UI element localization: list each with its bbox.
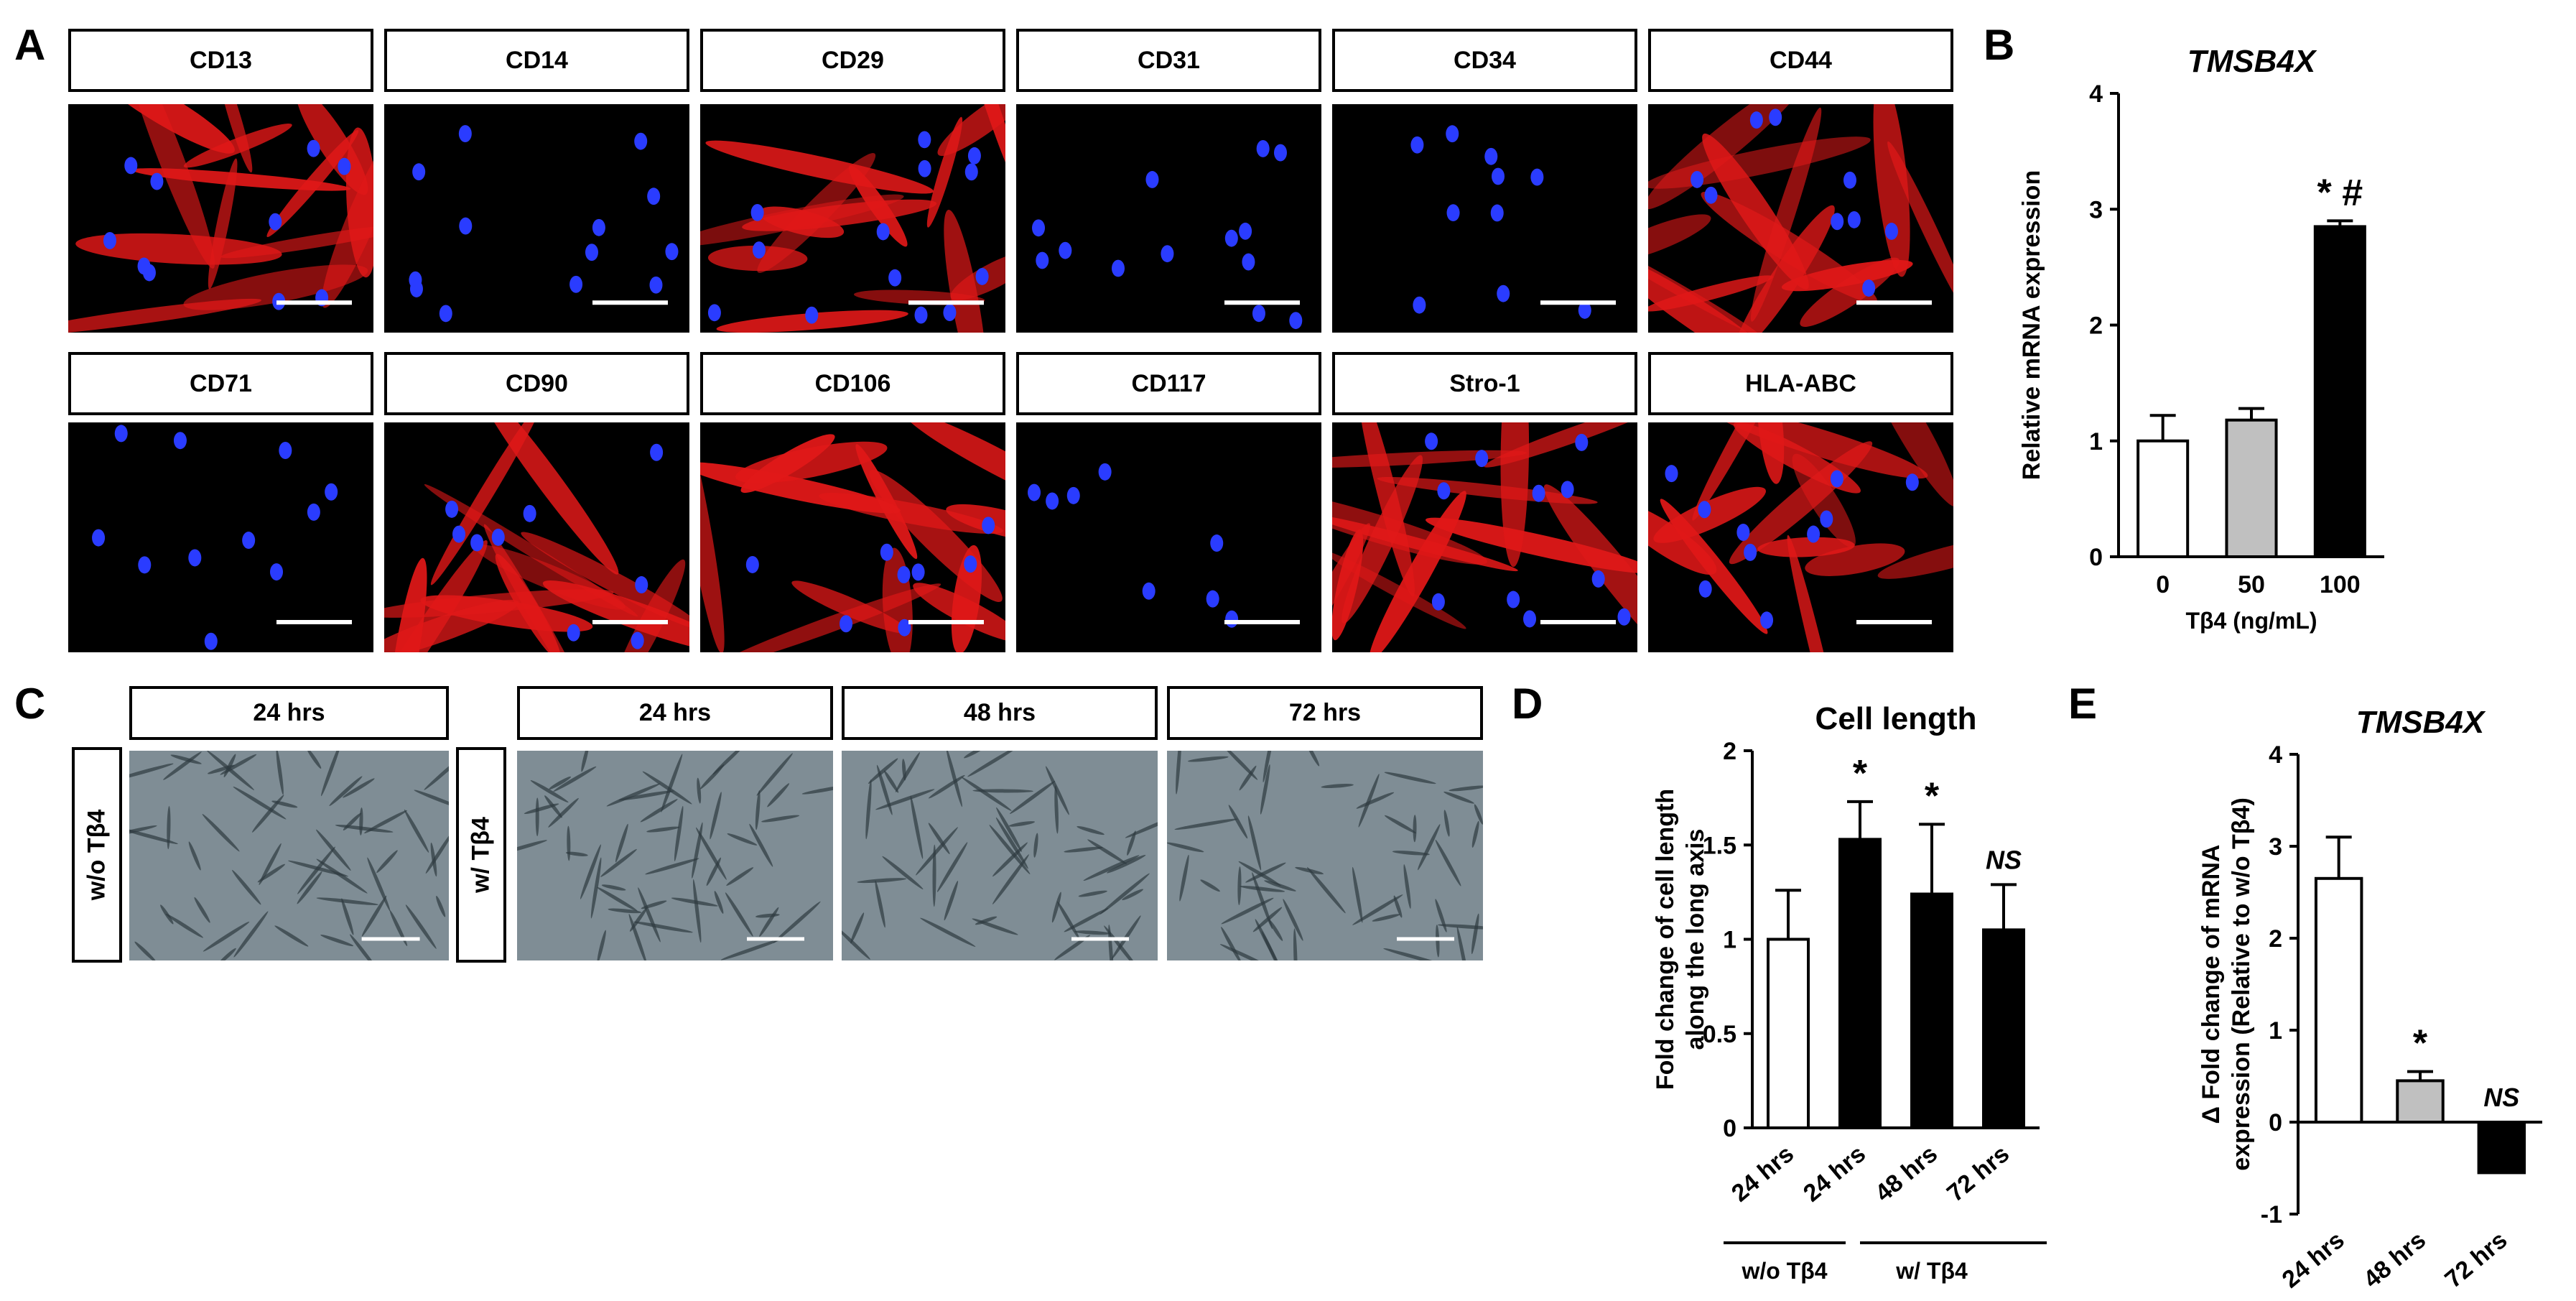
fluorescence-image-cd31 <box>1016 104 1321 333</box>
marker-label-cd117: CD117 <box>1016 352 1321 415</box>
row-label-without-tb4: w/o Tβ4 <box>72 747 122 963</box>
y-axis-label: Δ Fold change of mRNA <box>2198 845 2225 1124</box>
timepoint-header-3: 48 hrs <box>842 686 1158 740</box>
panel-letter-d: D <box>1512 680 1543 728</box>
row-label-with-text: w/ Tβ4 <box>467 817 495 893</box>
y-axis-label: along the long axis <box>1682 829 1709 1050</box>
y-tick-label: 3 <box>2089 196 2103 223</box>
x-tick-label: 100 <box>2320 571 2361 598</box>
fluorescence-image-cd34 <box>1332 104 1637 333</box>
significance-marker-3: NS <box>2483 1083 2519 1112</box>
bar-2 <box>2396 1079 2445 1124</box>
y-tick-label: -1 <box>2261 1201 2282 1228</box>
row-label-with-tb4: w/ Tβ4 <box>456 747 506 963</box>
fluorescence-image-cd71 <box>68 422 373 652</box>
bar-4 <box>1982 928 2025 1129</box>
chart-e-tmsb4x-delta: TMSB4X -1 0 1 2 3 4 Δ Fold change of mRNA expres… <box>2198 705 2542 1294</box>
panel-letter-e: E <box>2068 680 2098 728</box>
bar-3 <box>1910 892 1953 1129</box>
fluorescence-image-cd14 <box>384 104 689 333</box>
row-label-without-text: w/o Tβ4 <box>83 809 111 901</box>
y-tick-label: 2 <box>2269 925 2282 953</box>
phase-contrast-image-4 <box>1167 751 1483 960</box>
bar-3 <box>2477 1121 2526 1175</box>
marker-label-cd90: CD90 <box>384 352 689 415</box>
y-tick-label: 0 <box>1723 1115 1736 1142</box>
marker-label-hla-abc: HLA-ABC <box>1648 352 1953 415</box>
marker-label-cd106: CD106 <box>700 352 1005 415</box>
y-axis-label: Fold change of cell length <box>1652 789 1679 1090</box>
marker-label-cd34: CD34 <box>1332 29 1637 92</box>
chart-title: Cell length <box>1815 701 1977 736</box>
marker-label-cd14: CD14 <box>384 29 689 92</box>
significance-marker-4: NS <box>1986 845 2022 874</box>
y-tick-label: 0.5 <box>1703 1021 1736 1048</box>
y-axis-label: expression (Relative to w/o Tβ4) <box>2228 797 2255 1171</box>
fluorescence-image-cd44 <box>1648 104 1953 333</box>
bar-1 <box>2314 876 2363 1124</box>
y-tick-label: 0 <box>2269 1109 2282 1136</box>
bar-1 <box>1767 937 1810 1129</box>
chart-title: TMSB4X <box>2187 44 2317 79</box>
phase-contrast-image-1 <box>129 751 449 960</box>
group-label-without: w/o Tβ4 <box>1741 1258 1827 1284</box>
panel-letter-a: A <box>14 21 46 69</box>
timepoint-header-1: 24 hrs <box>129 686 449 740</box>
chart-d-cell-length: Cell length 0 0.5 1 1.5 2 Fold change of cell … <box>1652 701 2047 1284</box>
significance-marker-2: * <box>2413 1023 2428 1065</box>
bar-1 <box>2136 439 2190 558</box>
chart-title: TMSB4X <box>2356 705 2486 740</box>
marker-label-stro-1: Stro-1 <box>1332 352 1637 415</box>
panel-letter-c: C <box>14 680 46 728</box>
timepoint-header-4: 72 hrs <box>1167 686 1483 740</box>
group-label-with: w/ Tβ4 <box>1895 1258 1968 1284</box>
panel-letter-b: B <box>1984 21 2015 69</box>
marker-label-cd31: CD31 <box>1016 29 1321 92</box>
marker-label-cd71: CD71 <box>68 352 373 415</box>
phase-contrast-image-3 <box>842 751 1158 960</box>
marker-label-cd44: CD44 <box>1648 29 1953 92</box>
x-tick-label: 48 hrs <box>1870 1140 1943 1208</box>
bar-2 <box>2225 418 2278 558</box>
marker-label-cd29: CD29 <box>700 29 1005 92</box>
significance-marker-2: * <box>1853 753 1868 795</box>
chart-b-tmsb4x-dose: TMSB4X 0 1 2 3 4 Relative mRNA expression 0 50 * … <box>2018 44 2384 634</box>
y-tick-label: 4 <box>2269 741 2282 769</box>
y-tick-label: 1 <box>2269 1017 2282 1045</box>
bar-2 <box>1838 838 1882 1129</box>
fluorescence-image-cd106 <box>700 422 1005 652</box>
fluorescence-image-cd29 <box>700 104 1005 333</box>
bar-3 <box>2313 225 2366 558</box>
fluorescence-image-stro-1 <box>1332 422 1637 652</box>
x-tick-label: 0 <box>2156 571 2170 598</box>
fluorescence-image-cd13 <box>68 104 373 333</box>
x-tick-label: 24 hrs <box>2277 1226 2350 1294</box>
y-tick-label: 4 <box>2089 80 2103 108</box>
x-tick-label: 24 hrs <box>1726 1140 1799 1208</box>
x-axis-label: Tβ4 (ng/mL) <box>2185 608 2317 634</box>
y-axis-label: Relative mRNA expression <box>2018 170 2045 480</box>
x-tick-label: 48 hrs <box>2358 1226 2431 1294</box>
marker-label-cd13: CD13 <box>68 29 373 92</box>
x-tick-label: 24 hrs <box>1798 1140 1871 1208</box>
y-tick-label: 1 <box>1723 927 1736 954</box>
y-tick-label: 0 <box>2089 544 2103 571</box>
y-tick-label: 1.5 <box>1703 832 1736 859</box>
y-tick-label: 2 <box>2089 312 2103 340</box>
fluorescence-image-hla-abc <box>1648 422 1953 652</box>
fluorescence-image-cd117 <box>1016 422 1321 652</box>
phase-contrast-image-2 <box>517 751 833 960</box>
x-tick-label: 72 hrs <box>1942 1140 2014 1208</box>
x-tick-label: 72 hrs <box>2440 1226 2512 1294</box>
x-tick-label: 50 <box>2238 571 2265 598</box>
timepoint-header-2: 24 hrs <box>517 686 833 740</box>
fluorescence-image-cd90 <box>384 422 689 652</box>
significance-marker-3: * # <box>2317 172 2363 213</box>
y-tick-label: 3 <box>2269 833 2282 861</box>
significance-marker-3: * <box>1925 775 1940 817</box>
y-tick-label: 2 <box>1723 738 1736 765</box>
y-tick-label: 1 <box>2089 428 2103 455</box>
